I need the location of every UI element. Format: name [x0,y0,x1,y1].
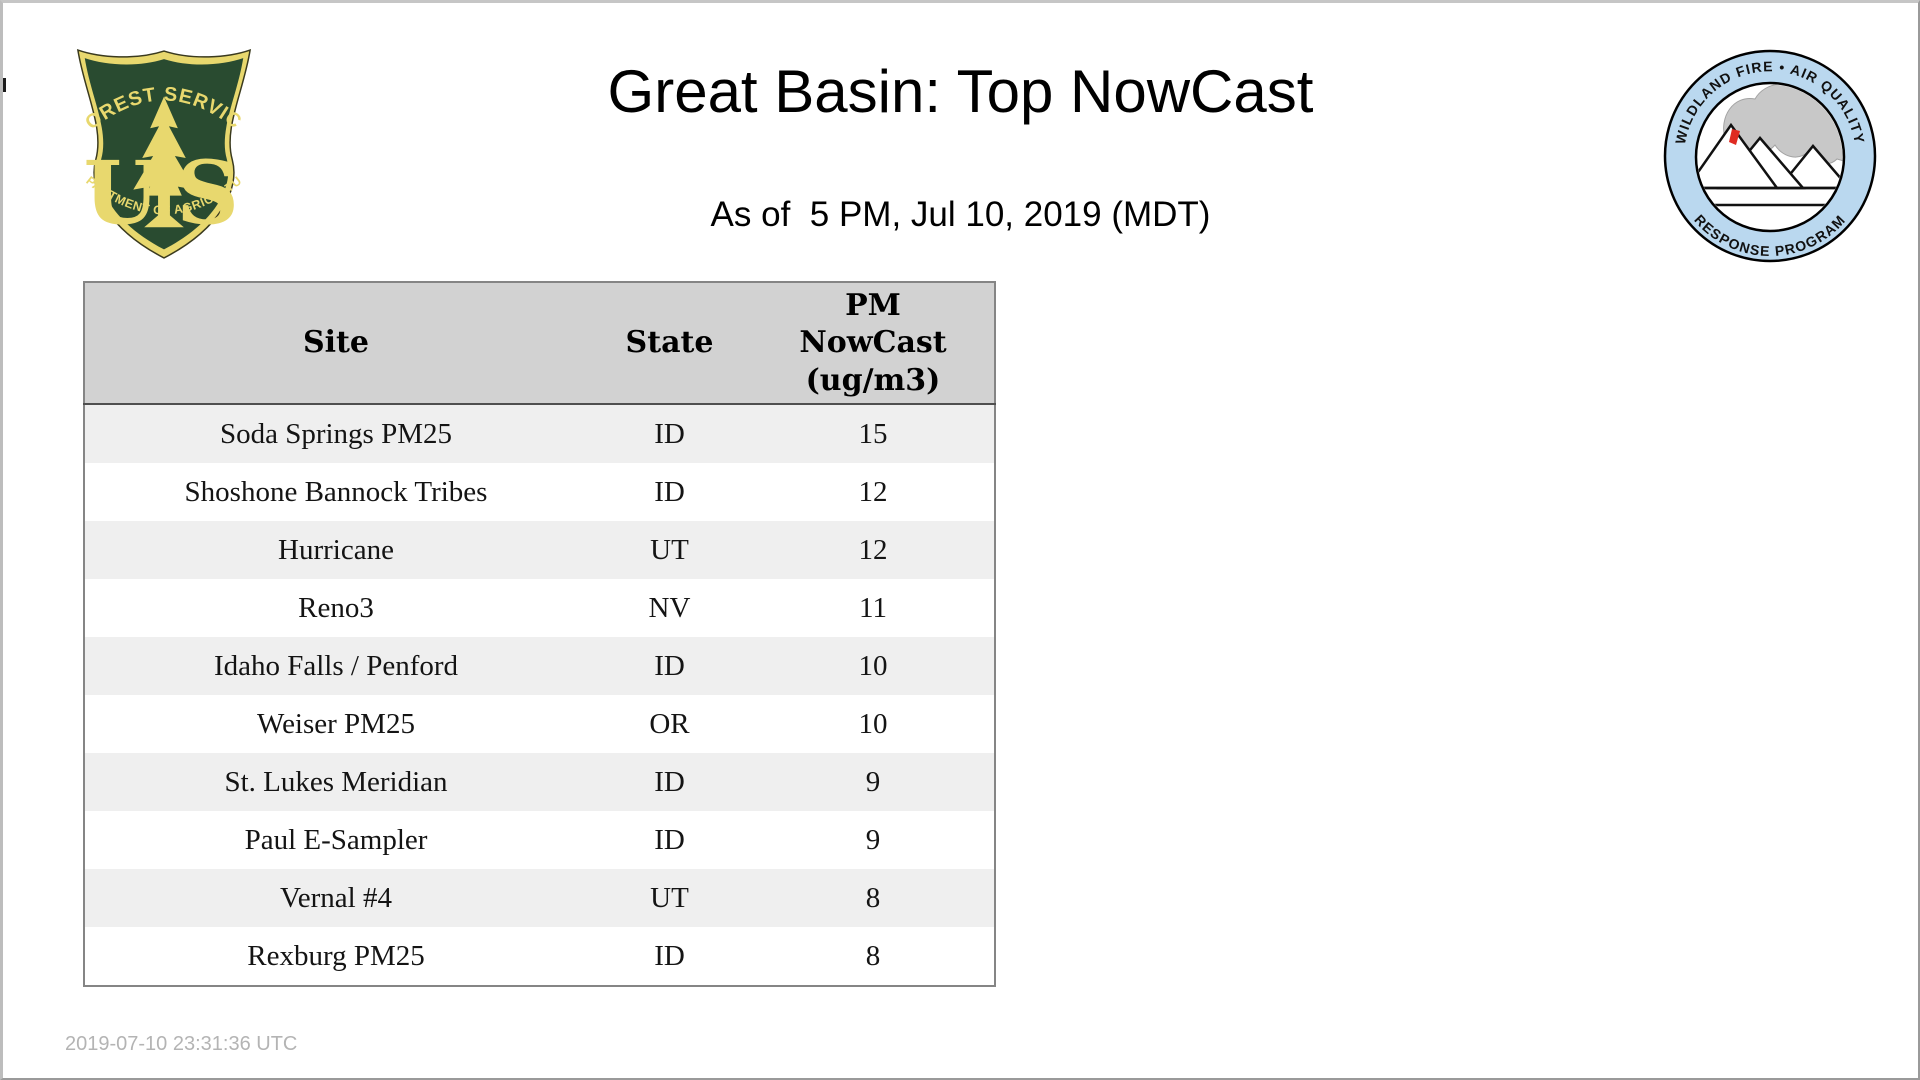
pine-tree-icon [133,96,195,228]
state-cell: ID [654,475,685,508]
nowcast-table: Site State PM NowCast (ug/m3) Soda Sprin… [83,281,996,987]
site-cell: Vernal #4 [280,881,392,914]
table-row: Reno3 NV 11 [84,579,995,637]
state-cell: ID [654,823,685,856]
page-title: Great Basin: Top NowCast [607,58,1314,125]
table-row: St. Lukes Meridian ID 9 [84,753,995,811]
pm-header-line2: NowCast [799,325,947,361]
table-row: Idaho Falls / Penford ID 10 [84,637,995,695]
pm-cell: 12 [858,475,888,508]
site-cell: Soda Springs PM25 [219,417,453,450]
left-edge-mark [3,78,6,92]
site-cell: Weiser PM25 [257,707,415,740]
table-row: Shoshone Bannock Tribes ID 12 [84,463,995,521]
table-row: Rexburg PM25 ID 8 [84,927,995,986]
state-cell: ID [654,939,685,972]
table-row: Hurricane UT 12 [84,521,995,579]
state-cell: OR [649,707,690,740]
table-row: Soda Springs PM25 ID 15 [84,404,995,463]
pm-cell: 8 [865,881,881,914]
site-cell: Shoshone Bannock Tribes [184,475,488,508]
generation-timestamp: 2019-07-10 23:31:36 UTC [65,1033,298,1055]
fs-letter-s: S [176,141,239,244]
table-row: Vernal #4 UT 8 [84,869,995,927]
mountains-icon [1697,122,1843,207]
pm-cell: 10 [858,707,888,740]
pm-header-line3: (ug/m3) [805,362,941,398]
pm-cell: 12 [858,533,888,566]
site-cell: St. Lukes Meridian [224,765,448,798]
nowcast-table-container: Site State PM NowCast (ug/m3) Soda Sprin… [83,281,996,987]
wfaqrp-logo: WILDLAND FIRE • AIR QUALITY RESPONSE PRO… [1661,47,1879,265]
site-cell: Rexburg PM25 [247,939,425,972]
forest-service-shield-icon: FOREST SERVICE DEPARTMENT OF AGRICULTURE… [58,28,252,259]
wfaqrp-circle-icon: WILDLAND FIRE • AIR QUALITY RESPONSE PRO… [1663,49,1877,263]
state-cell: NV [648,591,691,624]
header-row: Site State PM NowCast (ug/m3) [84,282,995,405]
state-cell: UT [650,533,689,566]
forest-service-logo: FOREST SERVICE DEPARTMENT OF AGRICULTURE… [58,28,263,263]
site-cell: Hurricane [278,533,394,566]
pm-cell: 11 [859,591,887,624]
flame-icon [1729,129,1740,145]
site-cell: Idaho Falls / Penford [213,649,459,682]
page-subtitle: As of 5 PM, Jul 10, 2019 (MDT) [710,195,1211,234]
site-cell: Paul E-Sampler [244,823,428,856]
column-header-site: Site [84,282,587,405]
pm-cell: 15 [858,417,888,450]
table-row: Paul E-Sampler ID 9 [84,811,995,869]
table-row: Weiser PM25 OR 10 [84,695,995,753]
pm-cell: 8 [865,939,881,972]
site-cell: Reno3 [298,591,374,624]
state-cell: ID [654,417,685,450]
state-cell: UT [650,881,689,914]
column-header-state: State [587,282,752,405]
pm-cell: 9 [865,823,881,856]
pm-cell: 10 [858,649,888,682]
column-header-pm-nowcast: PM NowCast (ug/m3) [752,282,995,405]
state-cell: ID [654,765,685,798]
state-cell: ID [654,649,685,682]
pm-header-line1: PM [845,287,901,323]
pm-cell: 9 [865,765,881,798]
